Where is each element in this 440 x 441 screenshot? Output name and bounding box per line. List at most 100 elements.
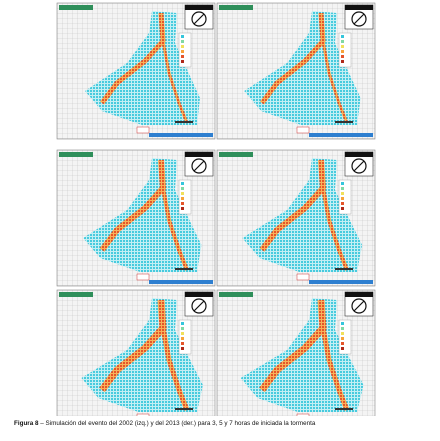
flood-channel [99,299,167,393]
north-icon-slash [193,13,205,25]
legend-swatch [181,55,184,58]
legend-swatch [341,55,344,58]
logo-box [136,413,150,416]
legend-swatch [181,322,184,325]
map-panel [56,149,216,287]
legend-swatch [181,50,184,53]
legend-swatch [181,35,184,38]
flood-area [240,298,364,412]
legend-swatch [181,337,184,340]
map-header [219,5,253,10]
flood-channel [321,187,349,271]
north-box-top [185,292,213,297]
flood-channel [161,40,189,124]
map-header [59,5,93,10]
legend-swatch [181,332,184,335]
map-panel [216,2,376,140]
north-icon [351,11,367,27]
footer-bar [309,133,373,137]
legend-swatch [341,342,344,345]
scale-bar [335,408,353,410]
scale-bar [335,121,353,123]
north-icon [191,11,207,27]
flood-channel [320,327,350,411]
legend-swatch [181,40,184,43]
flood-channel [321,40,349,124]
flood-area [83,158,202,272]
map-header [59,292,93,297]
flood-channel [260,12,326,105]
legend-swatch [341,45,344,48]
flood-channel [259,159,327,252]
caption-label: Figura 8 [14,420,39,427]
legend-swatch [341,197,344,200]
legend-swatch [341,60,344,63]
north-icon-slash [353,160,365,172]
flood-channel [100,12,166,105]
flood-channel [161,187,189,271]
north-box-top [185,5,213,10]
legend-swatch [181,192,184,195]
legend-swatch [181,197,184,200]
legend-swatch [181,45,184,48]
north-box-top [185,152,213,157]
legend-swatch [181,207,184,210]
north-box-top [345,152,373,157]
footer-bar [149,280,213,284]
caption-text: – Simulación del evento del 2002 (izq.) … [40,420,316,427]
map-panel [56,289,216,416]
flood-area [81,298,203,412]
legend-swatch [181,182,184,185]
scale-bar [175,408,193,410]
figure-panels [56,2,376,416]
legend-swatch [341,337,344,340]
legend-swatch [341,35,344,38]
flood-channel [259,299,327,393]
legend-swatch [181,202,184,205]
legend-swatch [181,327,184,330]
footer-bar [149,133,213,137]
logo-box [136,126,150,134]
legend-swatch [181,347,184,350]
legend-swatch [341,327,344,330]
legend-swatch [181,60,184,63]
legend-swatch [341,182,344,185]
figure-caption: Figura 8 – Simulación del evento del 200… [14,420,434,427]
scale-bar [335,268,353,270]
legend-swatch [341,332,344,335]
legend-swatch [341,207,344,210]
flood-channel [99,159,167,252]
north-box-top [345,292,373,297]
legend-swatch [341,40,344,43]
legend [178,319,192,355]
logo-box [296,413,310,416]
legend-swatch [341,50,344,53]
flood-area [244,11,361,125]
map-header [219,292,253,297]
map-panel [216,149,376,287]
north-icon [351,298,367,314]
legend [178,179,192,215]
legend-swatch [341,202,344,205]
logo-box [296,126,310,134]
flood-channel [160,327,190,411]
legend-swatch [181,187,184,190]
legend-swatch [341,192,344,195]
north-box-top [345,5,373,10]
north-icon-slash [353,300,365,312]
north-icon [351,158,367,174]
north-icon [191,298,207,314]
scale-bar [175,268,193,270]
legend [338,319,352,355]
north-icon-slash [193,160,205,172]
legend-swatch [341,187,344,190]
north-icon [191,158,207,174]
north-icon-slash [193,300,205,312]
map-header [59,152,93,157]
legend-swatch [181,342,184,345]
legend-swatch [341,347,344,350]
legend [338,179,352,215]
scale-bar [175,121,193,123]
legend-swatch [341,322,344,325]
